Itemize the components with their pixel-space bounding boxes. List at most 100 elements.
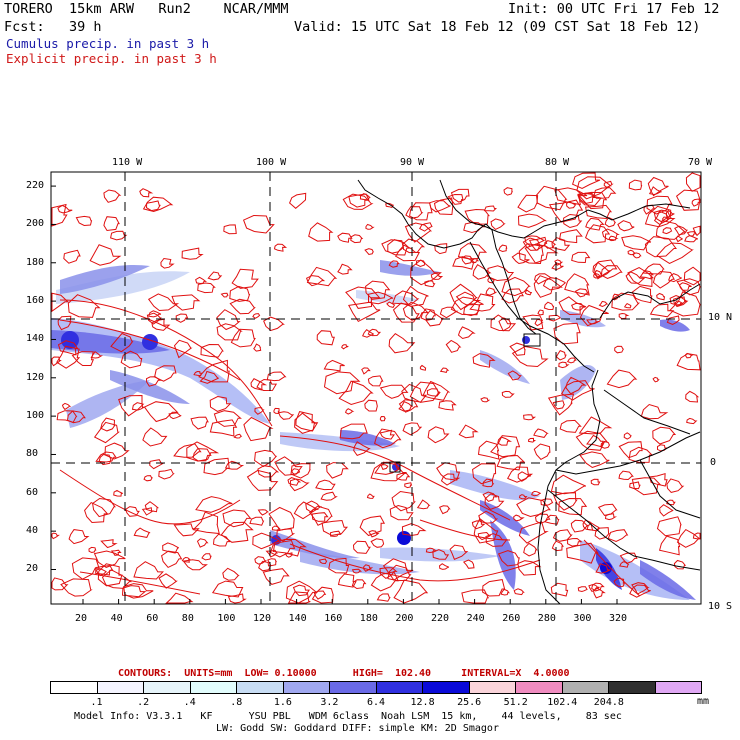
precip-contour	[566, 542, 599, 564]
precip-contour	[593, 272, 602, 279]
precip-contour	[103, 216, 120, 232]
precip-contour	[613, 577, 626, 587]
precip-contour-band	[419, 519, 511, 541]
precip-contour	[216, 323, 243, 341]
precip-contour	[659, 504, 674, 517]
precip-contour	[567, 537, 583, 547]
precip-contour	[649, 303, 675, 318]
x-tick-label: 20	[75, 613, 88, 624]
precip-contour	[388, 333, 416, 354]
precip-contour	[51, 532, 60, 540]
precip-contour	[449, 544, 469, 560]
precip-contour	[393, 579, 429, 604]
x-tick-label: 220	[431, 613, 450, 624]
precip-contour	[662, 227, 673, 235]
precip-contour	[558, 296, 587, 316]
precip-contour	[618, 441, 643, 459]
precip-contour	[146, 312, 162, 325]
y-tick-label: 180	[26, 256, 45, 268]
precip-contour	[198, 359, 230, 383]
precip-contour	[123, 583, 154, 599]
color-bar-cell	[283, 682, 330, 693]
precip-contour	[93, 421, 120, 444]
precip-contour	[586, 522, 600, 532]
precip-contour	[527, 437, 537, 443]
precip-contour	[554, 259, 564, 266]
precip-contour	[110, 230, 128, 241]
precip-contour	[490, 435, 521, 458]
precip-contour	[249, 516, 265, 526]
precip-contour	[409, 202, 433, 221]
precip-contour	[311, 512, 329, 522]
precip-contour	[173, 523, 200, 537]
coastline-south-america-west	[537, 369, 601, 605]
precip-contour	[450, 296, 484, 316]
y-tick-label: 200	[26, 218, 45, 230]
precip-contour	[517, 560, 542, 576]
precip-contour	[60, 578, 93, 597]
precip-contour	[579, 304, 609, 327]
precip-contour	[657, 444, 669, 452]
precip-contour	[359, 193, 371, 201]
precip-contour	[199, 370, 219, 384]
precip-contour	[51, 203, 68, 227]
precip-contour	[652, 376, 660, 383]
precip-contour	[266, 371, 287, 382]
precip-contour	[57, 204, 73, 214]
precip-contour	[692, 225, 701, 237]
precip-contour	[66, 410, 86, 424]
precip-contour	[482, 491, 498, 502]
x-tick-label: 280	[537, 613, 556, 624]
precip-contour	[674, 225, 688, 236]
precip-contour	[409, 381, 440, 403]
precip-swath	[270, 530, 360, 559]
precip-contour	[141, 507, 155, 516]
precip-contour	[361, 367, 371, 375]
precip-contour	[100, 417, 116, 432]
precip-contour	[685, 390, 700, 403]
border-south-america-3	[603, 389, 691, 435]
precip-contour	[365, 280, 391, 300]
precip-contour	[359, 515, 386, 537]
precip-contour	[501, 390, 515, 398]
precip-contour	[294, 412, 317, 434]
precip-contour	[396, 472, 411, 481]
precip-contour	[497, 436, 513, 446]
precip-contour	[480, 397, 491, 403]
precip-contour	[51, 292, 70, 313]
precip-contour	[368, 291, 394, 305]
color-bar-label: 102.4	[547, 697, 578, 708]
precip-contour	[517, 194, 539, 213]
precip-contour	[182, 559, 208, 571]
y-tick-label: 160	[26, 295, 45, 307]
precip-contour	[482, 579, 506, 597]
precip-contour	[600, 440, 611, 449]
precip-contour	[100, 539, 118, 549]
precip-contour	[673, 559, 687, 570]
precip-contour	[501, 276, 531, 297]
coastline-yucatan	[439, 179, 691, 239]
precip-swath	[51, 330, 170, 354]
precip-contour	[376, 593, 391, 602]
precip-contour	[193, 370, 203, 377]
color-bar-label: 1.6	[273, 697, 292, 708]
precip-contour	[683, 266, 701, 286]
precip-contour	[401, 383, 428, 403]
precip-contour	[143, 475, 153, 482]
precip-contour	[574, 288, 589, 298]
precip-contour	[289, 478, 310, 492]
precip-contour	[337, 263, 353, 275]
precip-contour	[653, 210, 673, 225]
precip-contour	[370, 571, 399, 592]
precip-contour	[639, 270, 654, 280]
precip-contour	[209, 419, 238, 437]
precip-contour	[543, 301, 555, 311]
precip-contour	[316, 330, 335, 346]
color-bar	[50, 681, 702, 694]
precip-contour	[305, 275, 326, 287]
precip-contour	[379, 384, 409, 399]
precip-contour	[518, 494, 528, 500]
precip-contour	[652, 270, 675, 289]
precip-contour	[367, 375, 384, 387]
precip-contour	[668, 273, 682, 283]
